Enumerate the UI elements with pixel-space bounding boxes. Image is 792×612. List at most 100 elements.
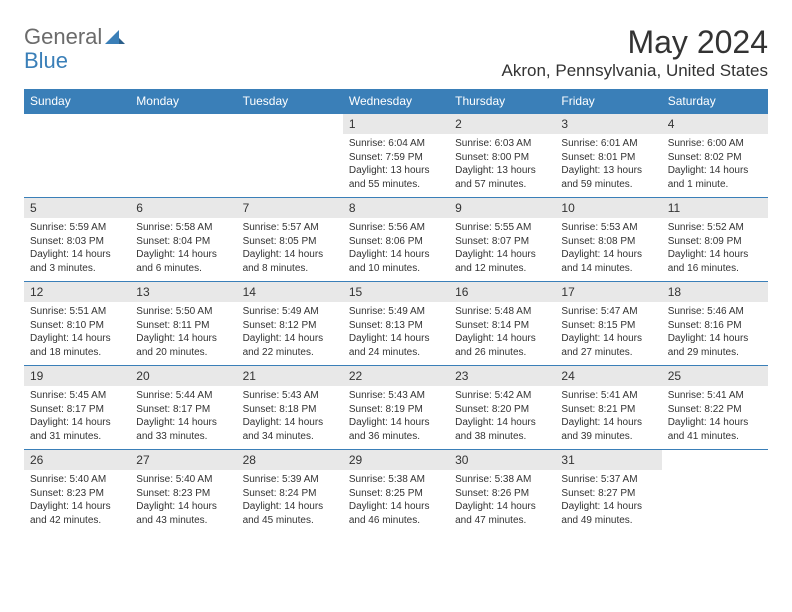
calendar-body: 1Sunrise: 6:04 AMSunset: 7:59 PMDaylight… xyxy=(24,114,768,534)
daylight-line: Daylight: 14 hours and 33 minutes. xyxy=(136,416,230,443)
sunrise-line: Sunrise: 5:47 AM xyxy=(561,305,655,319)
sunrise-line: Sunrise: 6:01 AM xyxy=(561,137,655,151)
sunset-line: Sunset: 8:02 PM xyxy=(668,151,762,165)
daylight-line: Daylight: 14 hours and 45 minutes. xyxy=(243,500,337,527)
sunrise-line: Sunrise: 5:40 AM xyxy=(136,473,230,487)
day-body: Sunrise: 5:43 AMSunset: 8:18 PMDaylight:… xyxy=(237,386,343,449)
day-cell: 18Sunrise: 5:46 AMSunset: 8:16 PMDayligh… xyxy=(662,282,768,366)
day-cell: 26Sunrise: 5:40 AMSunset: 8:23 PMDayligh… xyxy=(24,450,130,534)
day-number: 1 xyxy=(343,114,449,134)
day-cell: 1Sunrise: 6:04 AMSunset: 7:59 PMDaylight… xyxy=(343,114,449,198)
daylight-line: Daylight: 14 hours and 10 minutes. xyxy=(349,248,443,275)
day-cell: 29Sunrise: 5:38 AMSunset: 8:25 PMDayligh… xyxy=(343,450,449,534)
sunrise-line: Sunrise: 5:37 AM xyxy=(561,473,655,487)
day-body: Sunrise: 5:52 AMSunset: 8:09 PMDaylight:… xyxy=(662,218,768,281)
sunset-line: Sunset: 8:27 PM xyxy=(561,487,655,501)
day-number: 10 xyxy=(555,198,661,218)
brand-blue: Blue xyxy=(24,48,68,73)
calendar-table: SundayMondayTuesdayWednesdayThursdayFrid… xyxy=(24,89,768,533)
daylight-line: Daylight: 14 hours and 22 minutes. xyxy=(243,332,337,359)
sunset-line: Sunset: 8:12 PM xyxy=(243,319,337,333)
brand-triangle-icon xyxy=(105,28,125,49)
month-title: May 2024 xyxy=(627,24,768,61)
day-cell: 30Sunrise: 5:38 AMSunset: 8:26 PMDayligh… xyxy=(449,450,555,534)
daylight-line: Daylight: 14 hours and 29 minutes. xyxy=(668,332,762,359)
sunset-line: Sunset: 8:26 PM xyxy=(455,487,549,501)
sunrise-line: Sunrise: 5:59 AM xyxy=(30,221,124,235)
day-cell: 3Sunrise: 6:01 AMSunset: 8:01 PMDaylight… xyxy=(555,114,661,198)
day-cell: 5Sunrise: 5:59 AMSunset: 8:03 PMDaylight… xyxy=(24,198,130,282)
sunrise-line: Sunrise: 5:49 AM xyxy=(243,305,337,319)
day-number: 14 xyxy=(237,282,343,302)
day-number: 4 xyxy=(662,114,768,134)
sunrise-line: Sunrise: 5:55 AM xyxy=(455,221,549,235)
day-cell: 8Sunrise: 5:56 AMSunset: 8:06 PMDaylight… xyxy=(343,198,449,282)
sunrise-line: Sunrise: 5:40 AM xyxy=(30,473,124,487)
day-number: 30 xyxy=(449,450,555,470)
sunrise-line: Sunrise: 5:52 AM xyxy=(668,221,762,235)
day-header-row: SundayMondayTuesdayWednesdayThursdayFrid… xyxy=(24,89,768,114)
sunrise-line: Sunrise: 5:42 AM xyxy=(455,389,549,403)
day-number: 18 xyxy=(662,282,768,302)
sunset-line: Sunset: 8:20 PM xyxy=(455,403,549,417)
sunset-line: Sunset: 8:19 PM xyxy=(349,403,443,417)
daylight-line: Daylight: 14 hours and 41 minutes. xyxy=(668,416,762,443)
sunset-line: Sunset: 8:18 PM xyxy=(243,403,337,417)
day-cell: 22Sunrise: 5:43 AMSunset: 8:19 PMDayligh… xyxy=(343,366,449,450)
daylight-line: Daylight: 14 hours and 27 minutes. xyxy=(561,332,655,359)
week-row: 1Sunrise: 6:04 AMSunset: 7:59 PMDaylight… xyxy=(24,114,768,198)
brand-logo: General xyxy=(24,24,127,50)
day-body: Sunrise: 5:51 AMSunset: 8:10 PMDaylight:… xyxy=(24,302,130,365)
daylight-line: Daylight: 14 hours and 42 minutes. xyxy=(30,500,124,527)
day-body: Sunrise: 5:38 AMSunset: 8:25 PMDaylight:… xyxy=(343,470,449,533)
day-number: 31 xyxy=(555,450,661,470)
day-number: 28 xyxy=(237,450,343,470)
day-body: Sunrise: 6:00 AMSunset: 8:02 PMDaylight:… xyxy=(662,134,768,197)
daylight-line: Daylight: 14 hours and 16 minutes. xyxy=(668,248,762,275)
empty-day xyxy=(24,114,130,176)
daylight-line: Daylight: 14 hours and 24 minutes. xyxy=(349,332,443,359)
day-number: 21 xyxy=(237,366,343,386)
day-cell: 19Sunrise: 5:45 AMSunset: 8:17 PMDayligh… xyxy=(24,366,130,450)
day-cell xyxy=(662,450,768,534)
day-number: 16 xyxy=(449,282,555,302)
week-row: 12Sunrise: 5:51 AMSunset: 8:10 PMDayligh… xyxy=(24,282,768,366)
day-number: 7 xyxy=(237,198,343,218)
daylight-line: Daylight: 14 hours and 1 minute. xyxy=(668,164,762,191)
day-cell: 16Sunrise: 5:48 AMSunset: 8:14 PMDayligh… xyxy=(449,282,555,366)
day-body: Sunrise: 5:41 AMSunset: 8:22 PMDaylight:… xyxy=(662,386,768,449)
sunrise-line: Sunrise: 5:43 AM xyxy=(349,389,443,403)
day-number: 20 xyxy=(130,366,236,386)
sunrise-line: Sunrise: 5:38 AM xyxy=(455,473,549,487)
sunset-line: Sunset: 8:16 PM xyxy=(668,319,762,333)
sunset-line: Sunset: 8:04 PM xyxy=(136,235,230,249)
day-number: 27 xyxy=(130,450,236,470)
daylight-line: Daylight: 14 hours and 8 minutes. xyxy=(243,248,337,275)
day-body: Sunrise: 5:48 AMSunset: 8:14 PMDaylight:… xyxy=(449,302,555,365)
week-row: 26Sunrise: 5:40 AMSunset: 8:23 PMDayligh… xyxy=(24,450,768,534)
sunset-line: Sunset: 8:15 PM xyxy=(561,319,655,333)
day-body: Sunrise: 5:47 AMSunset: 8:15 PMDaylight:… xyxy=(555,302,661,365)
day-cell: 9Sunrise: 5:55 AMSunset: 8:07 PMDaylight… xyxy=(449,198,555,282)
sunset-line: Sunset: 8:22 PM xyxy=(668,403,762,417)
sunset-line: Sunset: 7:59 PM xyxy=(349,151,443,165)
day-number: 3 xyxy=(555,114,661,134)
day-cell: 28Sunrise: 5:39 AMSunset: 8:24 PMDayligh… xyxy=(237,450,343,534)
empty-day xyxy=(237,114,343,176)
day-cell: 24Sunrise: 5:41 AMSunset: 8:21 PMDayligh… xyxy=(555,366,661,450)
sunrise-line: Sunrise: 5:43 AM xyxy=(243,389,337,403)
day-number: 26 xyxy=(24,450,130,470)
daylight-line: Daylight: 14 hours and 14 minutes. xyxy=(561,248,655,275)
day-header-thursday: Thursday xyxy=(449,89,555,114)
day-cell: 15Sunrise: 5:49 AMSunset: 8:13 PMDayligh… xyxy=(343,282,449,366)
day-number: 11 xyxy=(662,198,768,218)
day-number: 25 xyxy=(662,366,768,386)
sunset-line: Sunset: 8:24 PM xyxy=(243,487,337,501)
sunset-line: Sunset: 8:11 PM xyxy=(136,319,230,333)
sunset-line: Sunset: 8:17 PM xyxy=(136,403,230,417)
day-number: 15 xyxy=(343,282,449,302)
sunrise-line: Sunrise: 5:41 AM xyxy=(668,389,762,403)
day-cell xyxy=(237,114,343,198)
day-body: Sunrise: 5:45 AMSunset: 8:17 PMDaylight:… xyxy=(24,386,130,449)
daylight-line: Daylight: 14 hours and 39 minutes. xyxy=(561,416,655,443)
